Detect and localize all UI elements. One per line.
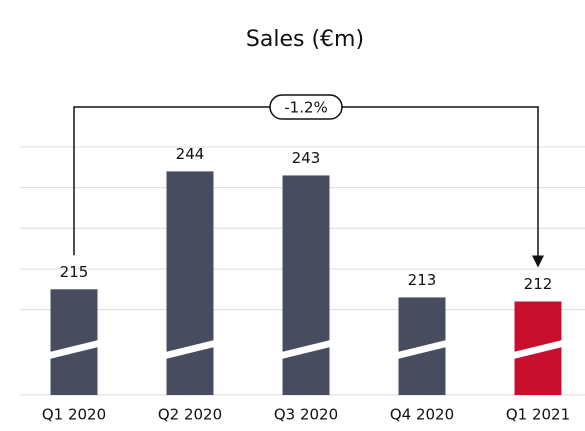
bar	[166, 171, 214, 395]
value-label: 213	[408, 271, 437, 289]
annotation: -1.2%	[284, 99, 328, 117]
axis-break	[49, 340, 99, 359]
x-tick-label: Q2 2020	[158, 406, 222, 424]
value-label: 243	[292, 149, 321, 167]
value-label: 215	[60, 263, 89, 281]
x-tick-label: Q3 2020	[274, 406, 338, 424]
arrow-head	[532, 255, 544, 268]
value-label: 212	[524, 275, 553, 293]
annotation-box	[269, 94, 343, 120]
bar	[282, 175, 330, 395]
bar	[50, 289, 98, 395]
axis-break	[281, 340, 331, 359]
value-label: 244	[176, 145, 205, 163]
x-tick-label: Q1 2020	[42, 406, 106, 424]
x-tick-label: Q1 2021	[506, 406, 570, 424]
axis-break	[397, 340, 447, 359]
axis-break	[165, 340, 215, 359]
axis-break	[513, 340, 563, 359]
chart-title: Sales (€m)	[246, 27, 364, 52]
x-tick-label: Q4 2020	[390, 406, 454, 424]
